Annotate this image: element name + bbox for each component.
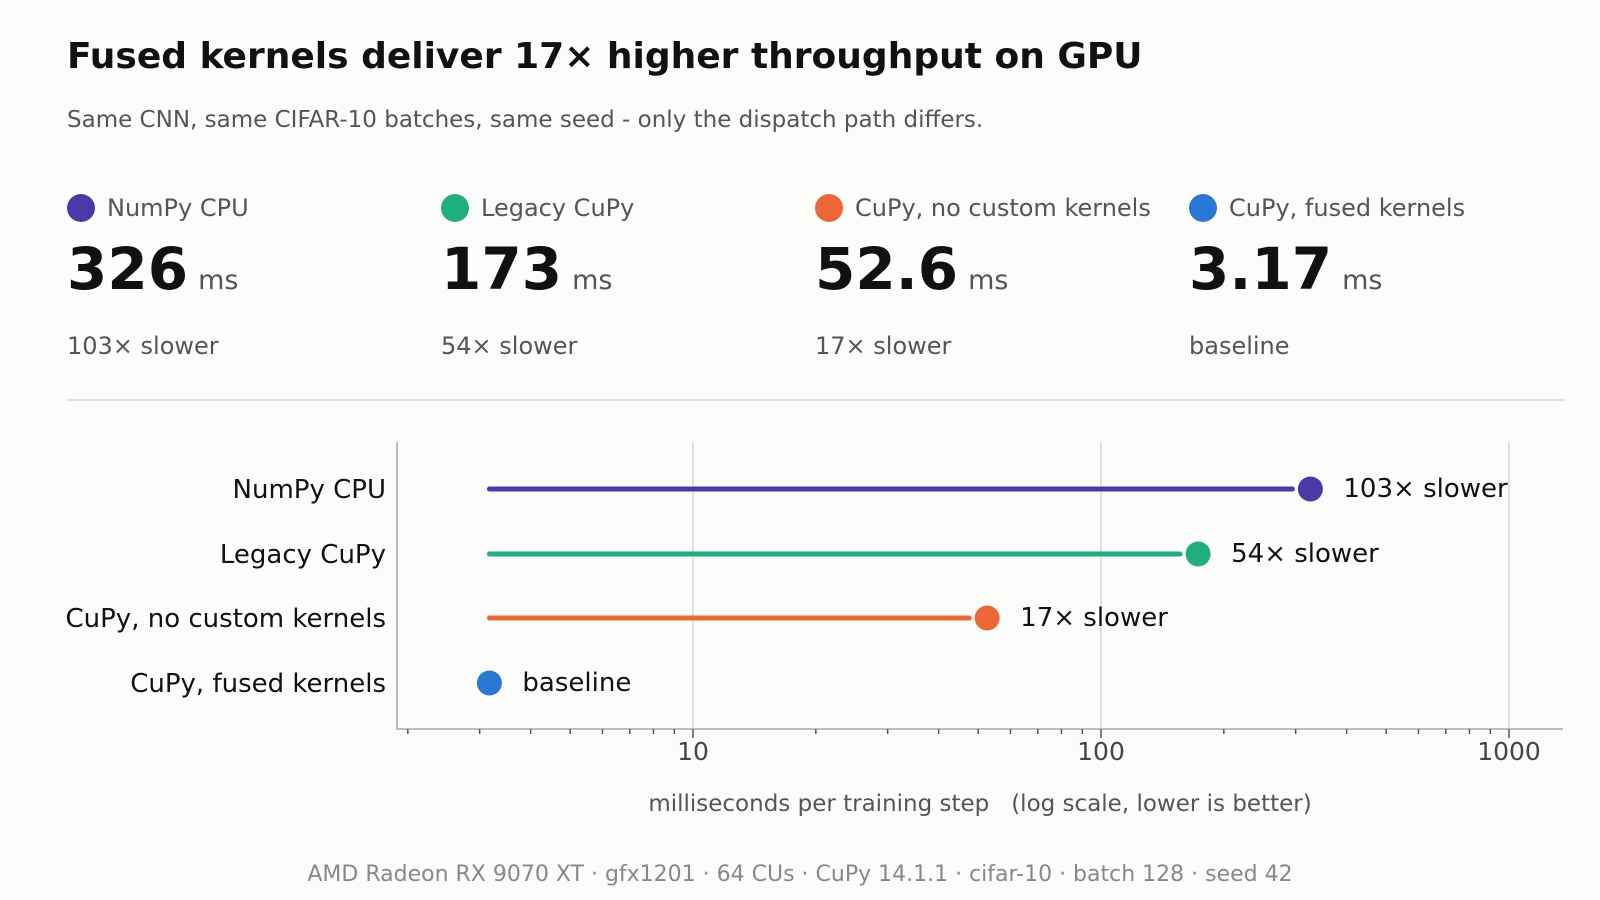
x-axis-label: milliseconds per training step (log scal… xyxy=(648,791,1311,817)
chart-subtitle: Same CNN, same CIFAR-10 batches, same se… xyxy=(67,107,984,133)
stat-card-unit: ms xyxy=(572,265,613,296)
stat-card-legacy-cupy: Legacy CuPy 173 ms 54× slower xyxy=(441,190,811,360)
stat-card-note: 17× slower xyxy=(815,332,952,360)
series-dot-icon xyxy=(815,194,843,222)
footer-caption: AMD Radeon RX 9070 XT · gfx1201 · 64 CUs… xyxy=(307,862,1293,887)
stat-card-note: baseline xyxy=(1189,332,1290,360)
data-point xyxy=(1185,541,1211,567)
stat-card-unit: ms xyxy=(198,265,239,296)
x-tick-label: 1000 xyxy=(1477,737,1541,766)
data-annotation: baseline xyxy=(522,668,631,698)
series-dot-icon xyxy=(441,194,469,222)
data-point xyxy=(974,605,1000,631)
data-point xyxy=(1297,476,1323,502)
stat-card-label: NumPy CPU xyxy=(107,194,249,222)
y-category-label: CuPy, no custom kernels xyxy=(66,604,387,634)
stat-card-unit: ms xyxy=(968,265,1009,296)
data-annotation: 103× slower xyxy=(1343,474,1508,504)
stat-card-unit: ms xyxy=(1342,265,1383,296)
y-category-label: NumPy CPU xyxy=(233,475,386,505)
stat-card-value: 3.17 xyxy=(1189,235,1333,303)
section-divider xyxy=(67,399,1565,401)
y-category-label: CuPy, fused kernels xyxy=(130,669,386,699)
stat-card-label: Legacy CuPy xyxy=(481,194,635,222)
stat-card-note: 54× slower xyxy=(441,332,578,360)
x-tick-label: 10 xyxy=(677,737,709,766)
chart-title: Fused kernels deliver 17× higher through… xyxy=(67,36,1143,77)
x-tick-label: 100 xyxy=(1077,737,1125,766)
y-category-label: Legacy CuPy xyxy=(220,540,386,570)
stat-card-cupy-fused: CuPy, fused kernels 3.17 ms baseline xyxy=(1189,190,1559,360)
series-dot-icon xyxy=(1189,194,1217,222)
stat-card-numpy-cpu: NumPy CPU 326 ms 103× slower xyxy=(67,190,437,360)
series-dot-icon xyxy=(67,194,95,222)
data-annotation: 17× slower xyxy=(1020,603,1168,633)
stat-card-note: 103× slower xyxy=(67,332,219,360)
stat-card-value: 326 xyxy=(67,235,189,303)
stat-card-cupy-no-custom: CuPy, no custom kernels 52.6 ms 17× slow… xyxy=(815,190,1185,360)
stat-card-label: CuPy, fused kernels xyxy=(1229,194,1466,222)
stat-card-value: 173 xyxy=(441,235,563,303)
data-point xyxy=(476,670,502,696)
data-annotation: 54× slower xyxy=(1231,539,1379,569)
stat-card-label: CuPy, no custom kernels xyxy=(855,194,1151,222)
stat-card-value: 52.6 xyxy=(815,235,959,303)
